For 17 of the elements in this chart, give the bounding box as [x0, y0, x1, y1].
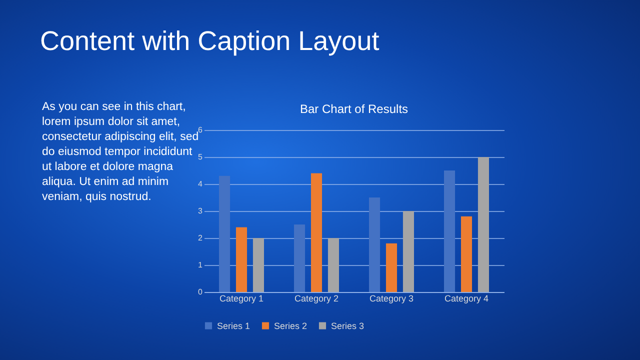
y-tick-label: 0 — [198, 288, 204, 296]
y-tick-label: 4 — [198, 180, 204, 188]
y-tick-label: 5 — [198, 152, 204, 162]
chart-subtitle: Bar Chart of Results — [300, 102, 408, 116]
text: As you can see in this chart, lorem ipsum dolor sit amet, consectetur adipiscing elit, sed do eiusmod tempor incididunt ut labore et dolore magna aliqua. Ut enim ad minim veniam, quis nostrud. — [42, 101, 199, 203]
x-tick-label: Category 3 — [369, 294, 414, 304]
y-tick-label: 3 — [198, 206, 204, 216]
legend-label: Series 3 — [331, 320, 364, 331]
legend-label: Series 2 — [274, 320, 308, 331]
x-tick-label: Category 4 — [444, 294, 489, 304]
y-tick-label: 2 — [198, 234, 204, 242]
y-tick-label: 1 — [198, 260, 204, 270]
x-tick-label: Category 2 — [294, 294, 339, 304]
chart-title: Content with Caption Layout — [40, 26, 380, 57]
legend-label: Series 1 — [217, 320, 250, 331]
y-tick-label: 6 — [198, 126, 204, 134]
x-tick-label: Category 1 — [219, 294, 264, 304]
